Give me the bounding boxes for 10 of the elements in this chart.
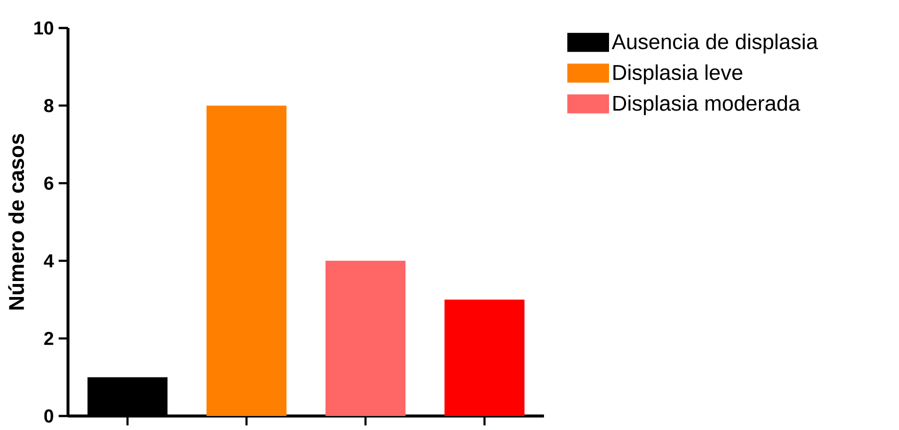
y-tick-label: 4 xyxy=(44,254,54,268)
y-tick-label: 8 xyxy=(44,98,54,112)
y-tick-label: 10 xyxy=(34,21,54,35)
y-tick-label: 6 xyxy=(44,176,54,190)
legend-label: Ausencia de displasia xyxy=(612,34,818,54)
legend-label: Displasia moderada xyxy=(613,95,800,116)
y-tick-label: 0 xyxy=(44,409,54,423)
y-tick-label: 2 xyxy=(44,332,54,345)
y-axis-title: Número de casos xyxy=(8,134,24,310)
legend-label: Displasia leve xyxy=(613,64,742,84)
